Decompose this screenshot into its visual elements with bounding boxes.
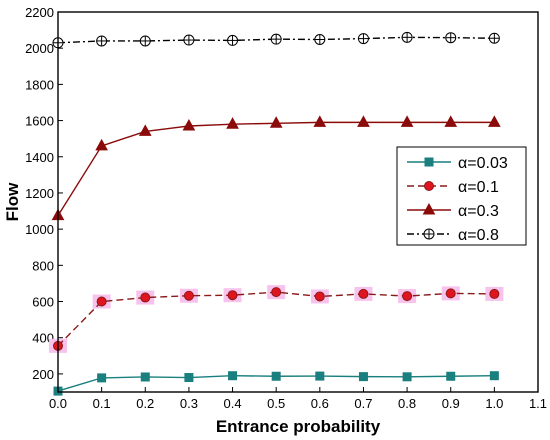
legend-item: α=0.8 <box>407 227 499 244</box>
data-point <box>314 34 326 46</box>
data-point <box>401 31 413 43</box>
y-tick-label: 2000 <box>25 41 54 56</box>
legend-item: α=0.3 <box>407 202 499 220</box>
data-point <box>95 138 108 151</box>
data-point <box>357 33 369 45</box>
y-axis-label: Flow <box>3 182 22 221</box>
x-tick-label: 1.0 <box>485 396 503 411</box>
y-tick-label: 600 <box>32 295 54 310</box>
series-line <box>57 36 495 44</box>
data-point <box>271 371 281 381</box>
data-point <box>183 34 195 46</box>
legend: α=0.03 α=0.1 α=0.3 α=0.8 <box>396 146 527 246</box>
data-point <box>226 117 239 129</box>
y-tick-label: 200 <box>32 367 54 382</box>
legend-label: α=0.8 <box>458 227 499 244</box>
axis-ticks: 0.0 0.1 0.2 0.3 0.4 0.5 0.6 0.7 0.8 0.9 1.0 1.1 200 4… <box>25 5 547 411</box>
data-point <box>138 124 152 136</box>
data-point <box>488 32 500 44</box>
y-tick-label: 1000 <box>25 222 54 237</box>
legend-label: α=0.1 <box>458 179 499 196</box>
x-tick-label: 0.9 <box>442 396 460 411</box>
legend-box <box>396 146 527 246</box>
legend-item: α=0.1 <box>407 179 499 196</box>
y-tick-label: 400 <box>32 331 54 346</box>
data-point <box>139 35 151 47</box>
data-point <box>402 291 413 302</box>
legend-label: α=0.03 <box>458 155 508 172</box>
data-point <box>402 372 412 382</box>
x-tick-label: 0.1 <box>93 396 111 411</box>
data-point <box>227 290 238 301</box>
data-point <box>357 115 370 127</box>
data-point <box>315 371 325 381</box>
series-2 <box>51 115 501 221</box>
data-point <box>227 34 239 46</box>
data-point <box>445 32 457 44</box>
data-point <box>184 373 194 383</box>
x-axis-label: Entrance probability <box>216 417 381 436</box>
data-point <box>445 288 456 299</box>
y-tick-label: 2200 <box>25 5 54 20</box>
data-point <box>488 115 501 127</box>
x-tick-label: 0.0 <box>49 396 67 411</box>
data-point <box>358 372 368 382</box>
y-tick-label: 1800 <box>25 77 54 92</box>
data-point <box>313 115 327 127</box>
data-point <box>271 287 282 298</box>
data-point <box>314 291 325 302</box>
data-point <box>96 35 108 47</box>
y-tick-label: 1200 <box>25 186 54 201</box>
data-point <box>446 371 456 381</box>
x-tick-label: 0.2 <box>136 396 154 411</box>
series-3 <box>52 31 500 49</box>
x-tick-label: 0.8 <box>398 396 416 411</box>
series-layer <box>49 31 504 396</box>
x-tick-label: 0.7 <box>354 396 372 411</box>
x-tick-label: 0.6 <box>311 396 329 411</box>
plot-frame <box>57 11 539 393</box>
data-point <box>358 288 369 299</box>
series-0 <box>53 371 499 396</box>
x-tick-label: 0.5 <box>267 396 285 411</box>
legend-marker <box>424 181 434 191</box>
data-point <box>182 118 196 131</box>
data-point <box>183 290 194 301</box>
data-point <box>97 373 107 383</box>
legend-label: α=0.3 <box>458 203 499 220</box>
legend-item: α=0.03 <box>407 155 508 172</box>
data-point <box>400 115 414 127</box>
data-point <box>96 296 107 307</box>
x-tick-label: 1.1 <box>529 396 547 411</box>
data-point <box>140 372 150 382</box>
series-1 <box>49 285 504 353</box>
data-point <box>140 292 151 303</box>
data-point <box>270 33 282 45</box>
data-point <box>489 288 500 299</box>
x-tick-label: 0.3 <box>180 396 198 411</box>
x-tick-label: 0.4 <box>224 396 242 411</box>
legend-marker <box>424 157 434 167</box>
data-point <box>444 115 458 127</box>
series-line <box>57 291 495 347</box>
legend-marker <box>423 228 435 240</box>
legend-marker <box>422 202 436 215</box>
data-point <box>228 371 238 381</box>
data-point <box>269 116 283 128</box>
y-tick-label: 1400 <box>25 150 54 165</box>
y-tick-label: 1600 <box>25 114 54 129</box>
y-tick-label: 800 <box>32 258 54 273</box>
data-point <box>489 371 499 381</box>
